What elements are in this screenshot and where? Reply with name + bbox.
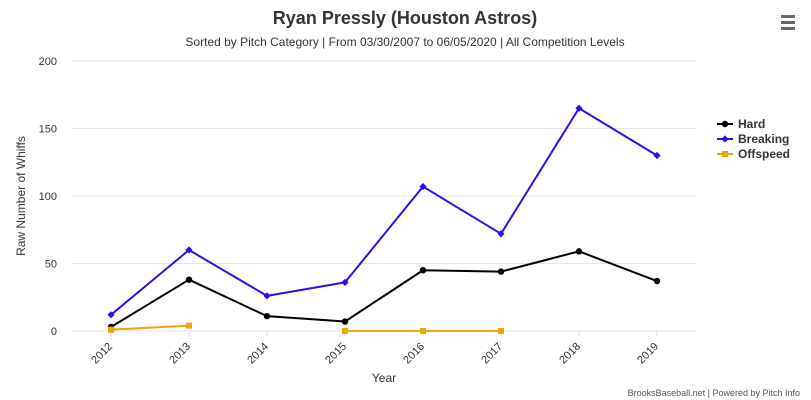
y-tick-label: 200 [39,56,57,68]
series-hard-point[interactable] [653,277,661,285]
series-breaking [107,104,661,319]
y-tick-label: 50 [45,259,57,271]
series-offspeed-point[interactable] [420,328,426,334]
legend-offspeed-marker[interactable] [722,151,728,157]
chart-title: Ryan Pressly (Houston Astros) [273,8,537,28]
series-hard-point[interactable] [263,312,271,320]
y-axis-ticks: 0 50 100 150 200 [39,56,57,338]
series-breaking-point[interactable] [575,104,583,112]
series-hard-line [110,250,658,328]
series-breaking-point[interactable] [419,182,427,191]
series-breaking-point[interactable] [263,292,271,300]
series-breaking-point[interactable] [653,151,661,160]
y-tick-label: 0 [51,326,57,338]
legend-hard-label: Hard [738,117,765,131]
series-hard-point[interactable] [185,276,193,283]
chart-subtitle: Sorted by Pitch Category | From 03/30/20… [185,35,624,49]
series-hard-point[interactable] [575,248,583,255]
credits[interactable]: BrooksBaseball.net | Powered by Pitch In… [628,388,800,398]
series-offspeed-point[interactable] [342,328,348,334]
hamburger-menu-icon[interactable] [777,12,799,34]
series-offspeed-line [110,324,190,331]
legend-item-offspeed[interactable]: Offspeed [717,147,790,161]
series-breaking-point[interactable] [497,230,505,238]
series-offspeed [108,322,504,334]
series-hard-point[interactable] [419,267,427,274]
series-offspeed-point[interactable] [186,322,192,329]
y-tick-label: 150 [39,124,57,136]
series-hard-point[interactable] [497,268,505,275]
legend-item-breaking[interactable]: Breaking [717,132,789,146]
y-axis-title: Raw Number of Whiffs [14,136,28,256]
legend-hard-marker[interactable] [721,120,729,128]
x-axis-title: Year [372,371,396,385]
legend-item-hard[interactable]: Hard [717,117,765,131]
legend-offspeed-label: Offspeed [738,147,790,161]
series-breaking-point[interactable] [185,246,193,254]
series-offspeed-point[interactable] [108,326,114,333]
series-hard-point[interactable] [341,318,349,325]
legend-breaking-label: Breaking [738,132,789,146]
series-plot [107,104,661,334]
series-offspeed-point[interactable] [498,328,504,334]
series-breaking-line [110,107,658,316]
y-tick-label: 100 [39,191,57,203]
legend-breaking-marker[interactable] [721,135,729,143]
series-breaking-point[interactable] [107,311,115,319]
series-breaking-point[interactable] [341,278,349,286]
